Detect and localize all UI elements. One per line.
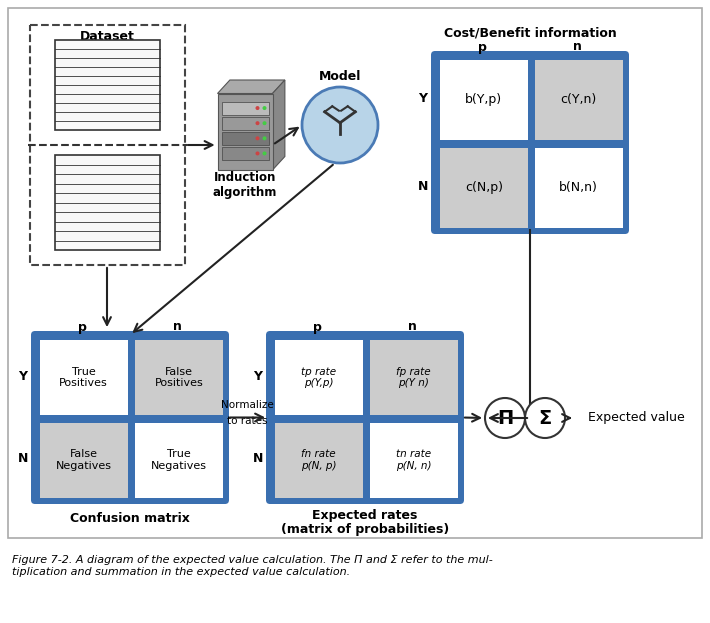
Circle shape	[525, 398, 565, 438]
Bar	[275, 340, 363, 415]
Bar	[370, 340, 457, 415]
Text: Y: Y	[253, 369, 263, 383]
Bar	[275, 422, 363, 498]
Text: tp rate
p(Y,p): tp rate p(Y,p)	[301, 367, 337, 388]
Text: b(N,n): b(N,n)	[559, 181, 599, 194]
Text: Dataset: Dataset	[80, 31, 135, 44]
Circle shape	[263, 121, 266, 125]
Text: (matrix of probabilities): (matrix of probabilities)	[281, 523, 449, 536]
Bar	[370, 422, 457, 498]
Polygon shape	[217, 80, 285, 93]
Bar	[135, 422, 222, 498]
Text: fp rate
p(Y n): fp rate p(Y n)	[396, 367, 431, 388]
Circle shape	[263, 151, 266, 155]
Text: N: N	[253, 452, 263, 465]
Text: N: N	[417, 180, 428, 193]
Text: c(N,p): c(N,p)	[465, 181, 503, 194]
Bar	[222, 147, 268, 160]
Bar	[8, 8, 702, 538]
Bar	[40, 340, 128, 415]
Bar	[55, 155, 160, 250]
Text: p: p	[78, 320, 87, 333]
Bar	[535, 148, 623, 227]
Text: Expected rates: Expected rates	[312, 510, 417, 523]
Bar	[222, 117, 268, 130]
Bar	[222, 131, 268, 145]
Circle shape	[256, 106, 259, 110]
FancyBboxPatch shape	[31, 331, 229, 504]
Circle shape	[263, 106, 266, 110]
Text: Model: Model	[319, 70, 361, 83]
Text: Induction
algorithm: Induction algorithm	[213, 171, 277, 199]
Text: False
Negatives: False Negatives	[56, 449, 111, 471]
Text: p: p	[313, 320, 322, 333]
FancyBboxPatch shape	[431, 51, 629, 234]
Bar	[440, 148, 528, 227]
Bar	[55, 40, 160, 130]
Circle shape	[256, 121, 259, 125]
Text: Y: Y	[18, 369, 28, 383]
Text: to rates: to rates	[227, 416, 268, 426]
Bar	[40, 422, 128, 498]
FancyBboxPatch shape	[266, 331, 464, 504]
Text: N: N	[18, 452, 28, 465]
Text: Y: Y	[418, 92, 427, 105]
Text: p: p	[478, 40, 487, 54]
Text: b(Y,p): b(Y,p)	[465, 93, 502, 107]
Circle shape	[485, 398, 525, 438]
Text: Figure 7-2. A diagram of the expected value calculation. The Π and Σ refer to th: Figure 7-2. A diagram of the expected va…	[12, 555, 493, 577]
Text: fn rate
p(N, p): fn rate p(N, p)	[301, 449, 337, 471]
Text: n: n	[573, 40, 582, 54]
Text: Confusion matrix: Confusion matrix	[70, 511, 190, 525]
Text: True
Positives: True Positives	[60, 367, 108, 388]
Bar	[535, 60, 623, 140]
Bar	[217, 93, 273, 170]
Text: Expected value: Expected value	[580, 412, 684, 424]
Circle shape	[256, 151, 259, 155]
Polygon shape	[273, 80, 285, 170]
Text: n: n	[408, 320, 417, 333]
Text: n: n	[173, 320, 182, 333]
Text: False
Positives: False Positives	[154, 367, 203, 388]
Bar	[222, 102, 268, 115]
Text: tn rate
p(N, n): tn rate p(N, n)	[396, 449, 432, 471]
Text: True
Negatives: True Negatives	[151, 449, 207, 471]
Circle shape	[302, 87, 378, 163]
Bar	[440, 60, 528, 140]
Circle shape	[256, 136, 259, 140]
Text: Π: Π	[497, 409, 513, 427]
Text: c(Y,n): c(Y,n)	[561, 93, 597, 107]
Bar	[135, 340, 222, 415]
Text: Normalize: Normalize	[221, 401, 274, 411]
Text: Cost/Benefit information: Cost/Benefit information	[444, 27, 616, 39]
Text: Σ: Σ	[538, 409, 552, 427]
Circle shape	[263, 136, 266, 140]
